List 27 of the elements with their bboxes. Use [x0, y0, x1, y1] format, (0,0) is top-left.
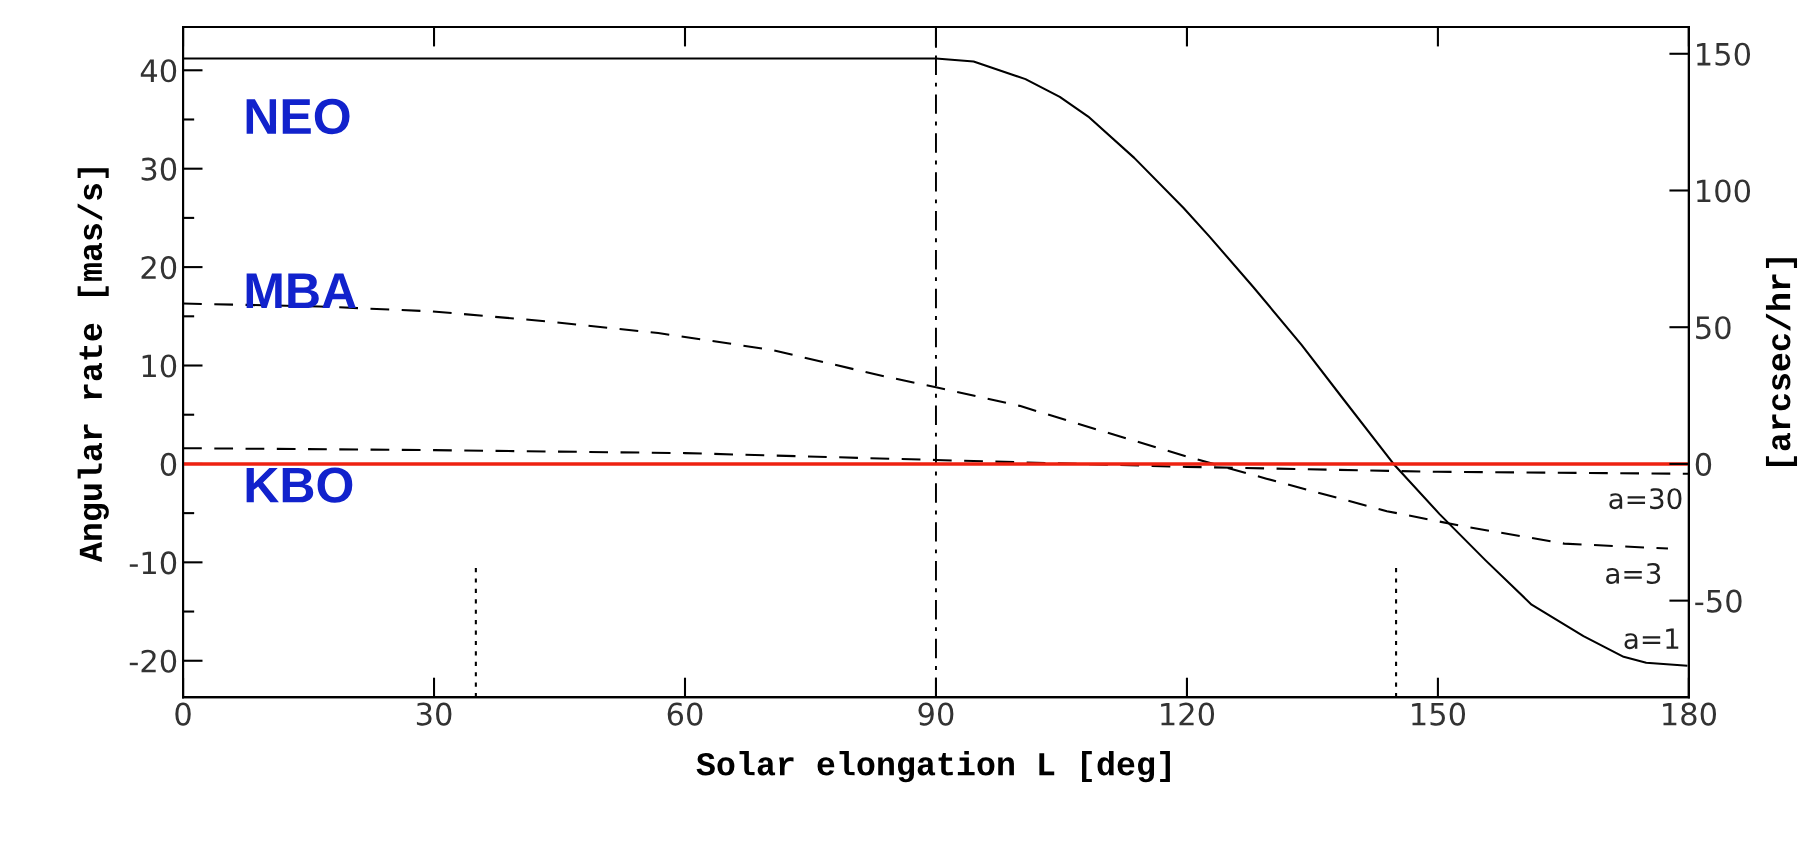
y-tick-label: -20 — [129, 649, 177, 673]
y-tick-label: 40 — [140, 59, 177, 83]
annotation: NEO — [246, 98, 350, 135]
annotation: MBA — [246, 273, 356, 308]
y2-axis-title: [arcsec/hr] — [1765, 258, 1798, 467]
y-tick-label: 30 — [141, 157, 177, 181]
y-tick-label: 20 — [141, 256, 177, 280]
y-tick-label: -10 — [129, 551, 177, 575]
y2-tick-label: 100 — [1697, 179, 1751, 203]
y2-tick-label: 150 — [1697, 42, 1751, 66]
annotation: a=1 — [1624, 628, 1679, 650]
annotation: a=30 — [1609, 488, 1682, 510]
annotation: KBO — [246, 467, 353, 503]
x-tick-label: 60 — [667, 702, 703, 726]
y2-tick-label: 0 — [1695, 452, 1712, 476]
y-tick-label: 0 — [160, 452, 177, 476]
y-tick-label: 10 — [142, 354, 177, 378]
x-tick-label: 180 — [1663, 702, 1717, 726]
x-tick-label: 30 — [416, 702, 452, 726]
y2-tick-label: 50 — [1696, 316, 1731, 340]
x-tick-label: 150 — [1412, 702, 1466, 726]
y2-tick-label: -50 — [1695, 589, 1742, 613]
y-axis-title: Angular rate [mas/s] — [77, 168, 109, 563]
x-tick-label: 120 — [1161, 702, 1215, 726]
x-tick-label: 90 — [918, 702, 954, 726]
annotation: a=3 — [1606, 562, 1661, 584]
x-axis-title: Solar elongation L [deg] — [696, 751, 1170, 783]
